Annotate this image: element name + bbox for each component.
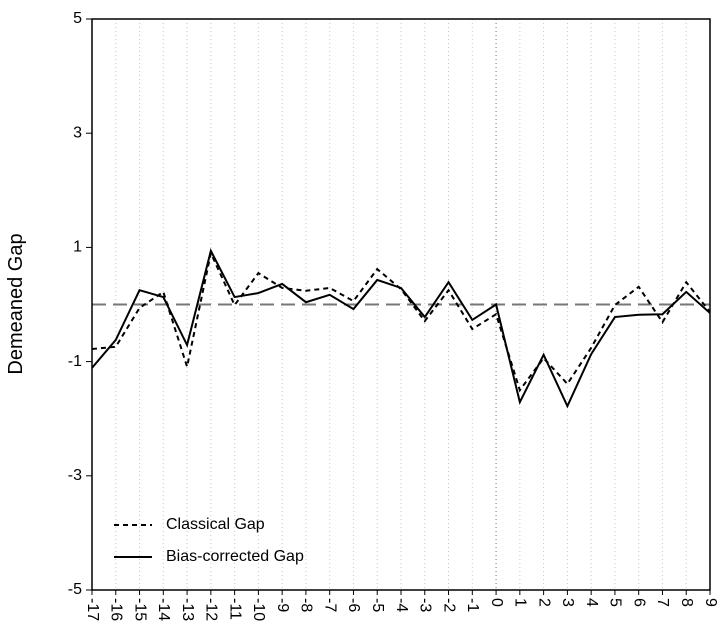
x-tick-label: -4 xyxy=(393,598,410,612)
x-tick-label: -12 xyxy=(203,598,220,621)
x-tick-label: -9 xyxy=(274,598,291,612)
x-tick-label: -13 xyxy=(179,598,196,621)
x-tick-label: 7 xyxy=(654,598,671,607)
y-tick-label: 3 xyxy=(73,124,82,141)
x-tick-label: 8 xyxy=(678,598,695,607)
y-tick-label: -1 xyxy=(68,353,82,370)
legend-label: Classical Gap xyxy=(166,516,265,533)
x-tick-label: 5 xyxy=(607,598,624,607)
x-tick-label: -11 xyxy=(226,598,243,620)
legend-label: Bias-corrected Gap xyxy=(166,548,304,565)
y-tick-label: 1 xyxy=(73,239,82,256)
x-tick-label: -1 xyxy=(464,598,481,612)
x-tick-label: 3 xyxy=(559,598,576,607)
x-tick-label: -6 xyxy=(345,598,362,612)
x-tick-label: -10 xyxy=(250,598,267,621)
x-tick-label: -16 xyxy=(108,598,125,621)
x-tick-label: 2 xyxy=(535,598,552,607)
x-tick-label: -7 xyxy=(321,598,338,612)
y-axis-label: Demeaned Gap xyxy=(5,233,27,374)
y-tick-label: -5 xyxy=(68,581,82,598)
x-tick-label: -15 xyxy=(131,598,148,621)
x-tick-label: 4 xyxy=(583,598,600,607)
x-tick-label: -14 xyxy=(155,598,172,621)
plot-frame xyxy=(91,18,711,591)
x-tick-label: -2 xyxy=(440,598,457,612)
x-tick-label: 9 xyxy=(702,598,719,607)
x-tick-label: 1 xyxy=(512,598,529,607)
y-tick-label: 5 xyxy=(73,10,82,27)
series-line xyxy=(91,248,711,409)
x-tick-label: -5 xyxy=(369,598,386,612)
x-tick-label: -8 xyxy=(298,598,315,612)
x-tick-label: 6 xyxy=(630,598,647,607)
series-line xyxy=(91,249,711,393)
x-tick-label: -17 xyxy=(84,598,101,621)
x-tick-label: 0 xyxy=(488,598,505,607)
y-tick-label: -3 xyxy=(68,467,82,484)
x-tick-label: -3 xyxy=(417,598,434,612)
